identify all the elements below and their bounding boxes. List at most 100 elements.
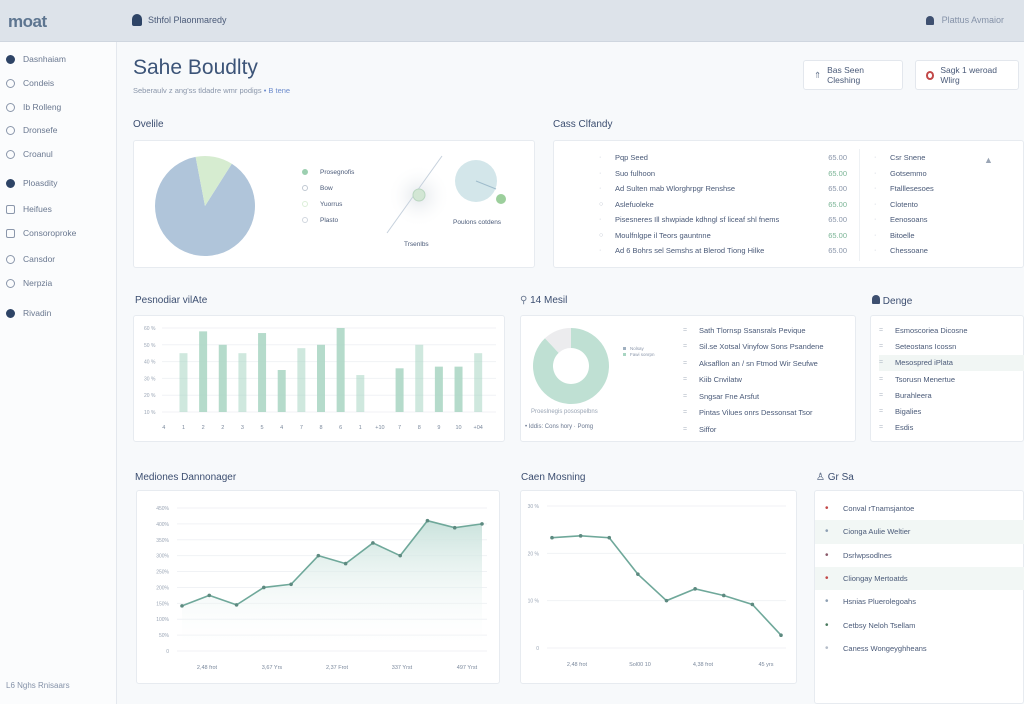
sidebar-item[interactable]: Nerpzia bbox=[6, 278, 52, 288]
sidebar-footer[interactable]: L6 Nghs Rnisaars bbox=[6, 681, 70, 690]
bar[interactable] bbox=[297, 348, 306, 412]
data-point[interactable] bbox=[371, 541, 375, 545]
bar[interactable] bbox=[395, 368, 404, 412]
bubble-point[interactable] bbox=[496, 194, 506, 204]
data-point[interactable] bbox=[234, 603, 239, 607]
pie-chart bbox=[154, 156, 255, 256]
bar[interactable] bbox=[199, 331, 208, 412]
data-point[interactable] bbox=[425, 518, 430, 523]
bar[interactable] bbox=[277, 370, 286, 412]
line-chart-card: 0 10 % 20 % 30 % 2,48 frot Sol00 10 4,38 frot 4… bbox=[520, 490, 797, 684]
legend-label: Yuorrus bbox=[320, 201, 343, 208]
data-point[interactable] bbox=[316, 553, 321, 558]
data-point[interactable] bbox=[636, 572, 640, 576]
data-point[interactable] bbox=[180, 604, 184, 608]
list-item[interactable]: · Clotento bbox=[874, 197, 974, 213]
sidebar-item[interactable]: Ploasdity bbox=[6, 178, 58, 188]
data-point[interactable] bbox=[207, 593, 212, 598]
sidebar-item[interactable]: Dasnhaiam bbox=[6, 54, 66, 64]
table-row[interactable]: ○ Moulfnlgpe il Teors gauntnne 65.00 bbox=[599, 228, 847, 244]
sidebar-item[interactable]: Cansdor bbox=[6, 254, 55, 264]
list-item[interactable]: = Seteostans Icossn bbox=[879, 338, 1024, 354]
list-item[interactable]: = Sath Tlornsp Ssansrals Pevique bbox=[683, 322, 853, 339]
sidebar-item[interactable]: Croanul bbox=[6, 149, 53, 159]
secondary-action-button[interactable]: Sagk 1 weroad Wlirg bbox=[915, 60, 1019, 90]
data-point[interactable] bbox=[721, 593, 726, 598]
data-point[interactable] bbox=[550, 535, 554, 540]
list-item[interactable]: = Esmoscoriea Dicosne bbox=[879, 322, 1024, 338]
data-point[interactable] bbox=[607, 535, 612, 540]
list-item[interactable]: = Esdis bbox=[879, 420, 1024, 436]
list-item[interactable]: • Dsrlwpsodlnes bbox=[815, 544, 1024, 567]
subtitle-link[interactable]: • B tene bbox=[263, 86, 291, 95]
bar[interactable] bbox=[474, 353, 483, 412]
list-item[interactable]: • Cionga Aulie Weltier bbox=[815, 520, 1024, 544]
bar[interactable] bbox=[317, 344, 325, 412]
sidebar-item[interactable]: Rivadin bbox=[6, 308, 51, 318]
primary-action-button[interactable]: ⇑ Bas Seen Cleshing bbox=[803, 60, 903, 90]
bar[interactable] bbox=[258, 333, 267, 412]
sidebar-item[interactable]: Dronsefe bbox=[6, 125, 58, 135]
data-point[interactable] bbox=[289, 582, 293, 587]
sidebar-item[interactable]: Consoroproke bbox=[6, 228, 76, 238]
data-point[interactable] bbox=[750, 602, 755, 607]
list-item[interactable]: · Csr Snene bbox=[874, 150, 974, 166]
slice[interactable] bbox=[195, 156, 232, 206]
list-item[interactable]: • Hsnias Pluerolegoahs bbox=[815, 590, 1024, 613]
data-point[interactable] bbox=[262, 585, 266, 590]
list-item[interactable]: · Chessoane bbox=[874, 243, 974, 259]
item-label: Pintas Vilues onrs Dessonsat Tsor bbox=[699, 408, 813, 418]
list-item[interactable]: = Sngsar Fne Arsfut bbox=[683, 388, 853, 405]
list-item[interactable]: • Conval rTnamsjantoe bbox=[815, 497, 1024, 520]
list-item[interactable]: = Aksafllon an / sn Ftmod Wir Seufwe bbox=[683, 355, 853, 372]
bar[interactable] bbox=[454, 366, 463, 412]
notifications[interactable]: Plattus Avmaior bbox=[925, 15, 1004, 25]
bar[interactable] bbox=[356, 375, 365, 412]
table-row[interactable]: · Pqp Seed 65.00 bbox=[599, 150, 847, 166]
list-item[interactable]: · Gotsemmo bbox=[874, 166, 974, 182]
bar[interactable] bbox=[218, 344, 227, 412]
table-row[interactable]: · Suo fulhoon 65.00 bbox=[599, 166, 847, 182]
data-point[interactable] bbox=[398, 553, 402, 558]
data-point[interactable] bbox=[343, 561, 348, 566]
slice[interactable] bbox=[533, 328, 609, 404]
list-item[interactable]: = Burahleera bbox=[879, 387, 1024, 403]
table-row[interactable]: · Pisesneres Ill shwpiade kdhngl sf licea… bbox=[599, 212, 847, 228]
sidebar-item[interactable]: Condeis bbox=[6, 78, 54, 88]
slice[interactable] bbox=[154, 156, 255, 256]
list-item[interactable]: · Ftalllesesoes bbox=[874, 181, 974, 197]
list-item[interactable]: = Sil.se Xotsal Vinyfow Sons Psandene bbox=[683, 339, 853, 356]
list-item[interactable]: • Cetbsy Neloh Tsellam bbox=[815, 613, 1024, 636]
list-item[interactable]: · Bitoelle bbox=[874, 228, 974, 244]
bar[interactable] bbox=[238, 353, 247, 412]
item-label: Esmoscoriea Dicosne bbox=[895, 325, 968, 335]
trend-point[interactable] bbox=[412, 188, 426, 202]
bar[interactable] bbox=[415, 344, 424, 412]
bar[interactable] bbox=[434, 366, 443, 412]
list-item[interactable]: • Cliongay Mertoatds bbox=[815, 566, 1024, 591]
bar[interactable] bbox=[179, 353, 188, 412]
list-item[interactable]: = Mesospred iPlata bbox=[879, 354, 1024, 371]
user-menu[interactable]: Sthfol Plaonmaredy bbox=[132, 14, 227, 26]
list-item[interactable]: • Caness Wongeyghheans bbox=[815, 637, 1024, 660]
list-item[interactable]: = Tsorusn Menertue bbox=[879, 371, 1024, 387]
logo[interactable]: moat bbox=[8, 12, 47, 31]
list-item[interactable]: = Kiib Cnvilatw bbox=[683, 372, 853, 389]
list-item[interactable]: = Bigalies bbox=[879, 403, 1024, 419]
table-row[interactable]: ○ Aslefuoleke 65.00 bbox=[599, 197, 847, 213]
data-point[interactable] bbox=[578, 534, 583, 538]
table-row[interactable]: · Ad Sulten mab Wlorghrpgr Renshse 65.00 bbox=[599, 181, 847, 197]
sidebar-item[interactable]: Ib Rolleng bbox=[6, 102, 61, 112]
data-point[interactable] bbox=[664, 598, 669, 603]
data-point[interactable] bbox=[693, 587, 697, 591]
sidebar-item[interactable]: Heifues bbox=[6, 204, 52, 214]
data-point[interactable] bbox=[480, 522, 484, 526]
bar[interactable] bbox=[336, 328, 345, 412]
slice[interactable] bbox=[544, 328, 571, 353]
list-item[interactable]: = Siffor bbox=[683, 421, 853, 438]
list-item[interactable]: = Pintas Vilues onrs Dessonsat Tsor bbox=[683, 405, 853, 422]
table-row[interactable]: · Ad 6 Bohrs sel Semshs at Blerod Tiong H… bbox=[599, 243, 847, 259]
data-point[interactable] bbox=[452, 525, 457, 530]
list-item[interactable]: · Eenosoans bbox=[874, 212, 974, 228]
data-point[interactable] bbox=[779, 633, 783, 638]
